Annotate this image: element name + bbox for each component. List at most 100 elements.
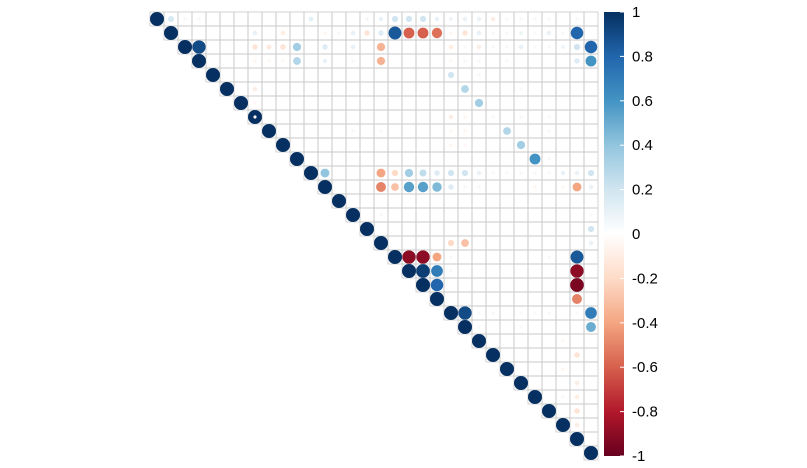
grid-cell bbox=[583, 361, 599, 377]
diagonal-circle bbox=[584, 446, 598, 460]
grid-cell bbox=[289, 137, 305, 153]
correlation-circle bbox=[292, 42, 302, 52]
grid-cell bbox=[205, 25, 221, 41]
grid-cell bbox=[569, 67, 585, 83]
grid-cell bbox=[527, 333, 543, 349]
grid-cell bbox=[513, 221, 529, 237]
correlation-circle bbox=[533, 31, 537, 35]
grid-cell bbox=[569, 207, 585, 223]
correlation-circle bbox=[449, 17, 453, 21]
correlation-circle bbox=[477, 311, 481, 315]
correlation-circle bbox=[547, 311, 551, 315]
diagonal-circle bbox=[262, 124, 276, 138]
grid-cell bbox=[429, 137, 445, 153]
grid-cell bbox=[527, 221, 543, 237]
grid-cell bbox=[303, 81, 319, 97]
correlation-circle bbox=[519, 311, 523, 315]
diagonal-circle bbox=[290, 152, 304, 166]
correlation-circle bbox=[449, 31, 453, 35]
grid-cell bbox=[485, 221, 501, 237]
grid-cell bbox=[555, 81, 571, 97]
grid-cell bbox=[387, 81, 403, 97]
grid-cell bbox=[303, 53, 319, 69]
grid-cell bbox=[527, 67, 543, 83]
grid-cell bbox=[527, 375, 543, 391]
diagonal-circle bbox=[556, 418, 570, 432]
grid-cell bbox=[583, 431, 599, 447]
grid-cell bbox=[429, 151, 445, 167]
grid-cell bbox=[555, 193, 571, 209]
correlation-circle bbox=[585, 307, 597, 319]
grid-cell bbox=[471, 277, 487, 293]
correlation-circle bbox=[491, 311, 495, 315]
correlation-circle bbox=[584, 40, 598, 54]
grid-cell bbox=[429, 235, 445, 251]
grid-cell bbox=[261, 95, 277, 111]
grid-cell bbox=[275, 95, 291, 111]
grid-cell bbox=[541, 53, 557, 69]
grid-cell bbox=[289, 67, 305, 83]
correlation-circle bbox=[533, 185, 537, 189]
correlation-circle bbox=[431, 265, 443, 277]
correlation-circle bbox=[491, 115, 495, 119]
grid-cell bbox=[415, 221, 431, 237]
correlation-circle bbox=[391, 15, 399, 23]
correlation-circle bbox=[572, 182, 582, 192]
grid-cell bbox=[569, 123, 585, 139]
grid-cell bbox=[541, 193, 557, 209]
correlation-circle bbox=[570, 264, 584, 278]
grid-cell bbox=[415, 207, 431, 223]
grid-cell bbox=[429, 67, 445, 83]
colorbar-tick-label: -1 bbox=[632, 448, 645, 465]
grid-cell bbox=[569, 235, 585, 251]
grid-cell bbox=[541, 277, 557, 293]
correlation-circle bbox=[585, 55, 597, 67]
grid-cell bbox=[219, 53, 235, 69]
correlation-circle bbox=[476, 44, 482, 50]
correlation-circle bbox=[447, 169, 455, 177]
grid-cell bbox=[317, 137, 333, 153]
correlation-circle bbox=[477, 73, 481, 77]
grid-cell bbox=[415, 39, 431, 55]
correlation-circle bbox=[417, 27, 429, 39]
grid-cell bbox=[513, 193, 529, 209]
grid-cell bbox=[569, 81, 585, 97]
colorbar-tick-label: -0.2 bbox=[632, 270, 658, 287]
correlation-circle bbox=[434, 170, 440, 176]
grid-cell bbox=[555, 123, 571, 139]
grid-cell bbox=[583, 137, 599, 153]
grid-cell bbox=[401, 95, 417, 111]
grid-cell bbox=[387, 193, 403, 209]
correlation-circle bbox=[570, 250, 584, 264]
grid-cell bbox=[387, 109, 403, 125]
grid-cell bbox=[583, 81, 599, 97]
correlation-circle bbox=[197, 17, 201, 21]
grid-cell bbox=[219, 25, 235, 41]
correlation-circle bbox=[574, 380, 580, 386]
grid-cell bbox=[555, 347, 571, 363]
grid-cell bbox=[499, 249, 515, 265]
grid-cell bbox=[177, 25, 193, 41]
colorbar-tick-label: 1 bbox=[632, 4, 640, 21]
grid-cell bbox=[513, 123, 529, 139]
grid-cell bbox=[485, 263, 501, 279]
grid-cell bbox=[555, 207, 571, 223]
grid-cell bbox=[387, 39, 403, 55]
grid-cell bbox=[233, 53, 249, 69]
grid-cell bbox=[373, 151, 389, 167]
grid-cell bbox=[359, 179, 375, 195]
diagonal-circle bbox=[304, 166, 318, 180]
grid-cell bbox=[401, 235, 417, 251]
correlation-circle bbox=[266, 44, 272, 50]
grid-cell bbox=[555, 11, 571, 27]
grid-cell bbox=[345, 95, 361, 111]
correlation-circle bbox=[378, 30, 384, 36]
correlation-circle bbox=[280, 30, 286, 36]
grid-cell bbox=[233, 25, 249, 41]
grid-cell bbox=[359, 109, 375, 125]
grid-cell bbox=[387, 207, 403, 223]
grid-cell bbox=[317, 81, 333, 97]
grid-cell bbox=[499, 109, 515, 125]
diagonal-circle bbox=[220, 82, 234, 96]
